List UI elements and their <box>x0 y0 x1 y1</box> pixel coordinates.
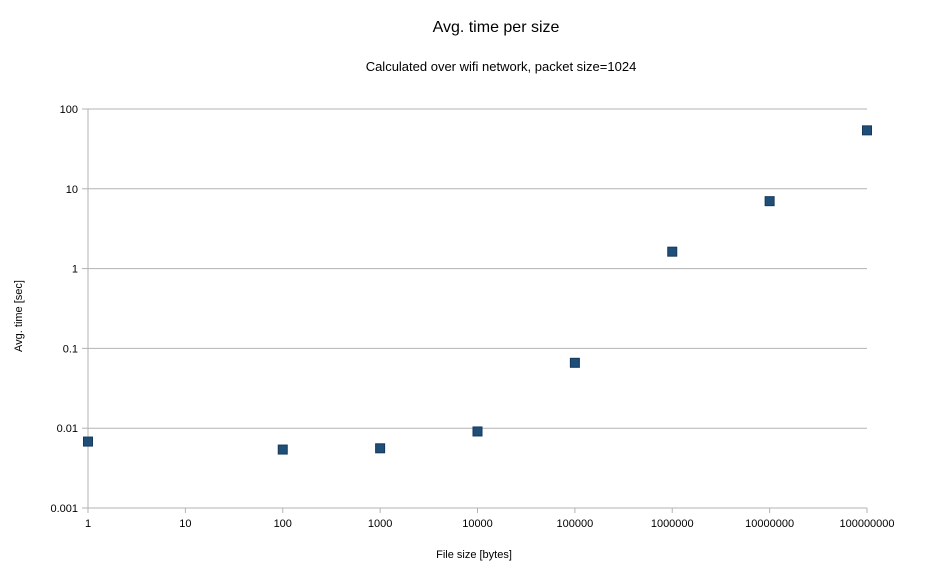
y-tick-label: 0.1 <box>63 343 78 355</box>
data-point <box>83 436 93 447</box>
x-tick-label: 10000 <box>462 518 493 530</box>
x-tick-label: 1 <box>85 518 91 530</box>
data-point <box>472 426 483 437</box>
grid-lines <box>88 108 867 509</box>
data-point <box>277 444 288 455</box>
y-tick-label: 10 <box>66 184 78 196</box>
y-axis-label: Avg. time [sec] <box>13 280 25 352</box>
x-tick-label: 100000000 <box>839 518 894 530</box>
y-tick-label: 1 <box>72 264 78 276</box>
y-tick-label: 0.001 <box>50 503 78 515</box>
y-tick-label: 0.01 <box>57 423 78 435</box>
axes <box>82 108 868 513</box>
x-tick-label: 10000000 <box>745 518 794 530</box>
chart-title: Avg. time per size <box>433 19 560 36</box>
tick-labels: 0.001 0.01 0.1 1 10 100 1 10 100 1000 10000 100000 1… <box>50 104 894 530</box>
chart-subtitle: Calculated over wifi network, packet siz… <box>366 59 637 74</box>
x-axis-label: File size [bytes] <box>436 549 512 561</box>
x-tick-label: 100 <box>274 518 292 530</box>
data-point <box>667 246 678 257</box>
data-point <box>375 443 386 454</box>
data-points <box>83 125 872 455</box>
x-tick-label: 1000 <box>368 518 392 530</box>
y-tick-label: 100 <box>60 104 78 116</box>
data-point <box>862 125 872 136</box>
x-tick-label: 100000 <box>557 518 594 530</box>
x-tick-label: 10 <box>179 518 191 530</box>
data-point <box>569 357 580 368</box>
data-point <box>764 196 775 207</box>
x-tick-label: 1000000 <box>651 518 694 530</box>
